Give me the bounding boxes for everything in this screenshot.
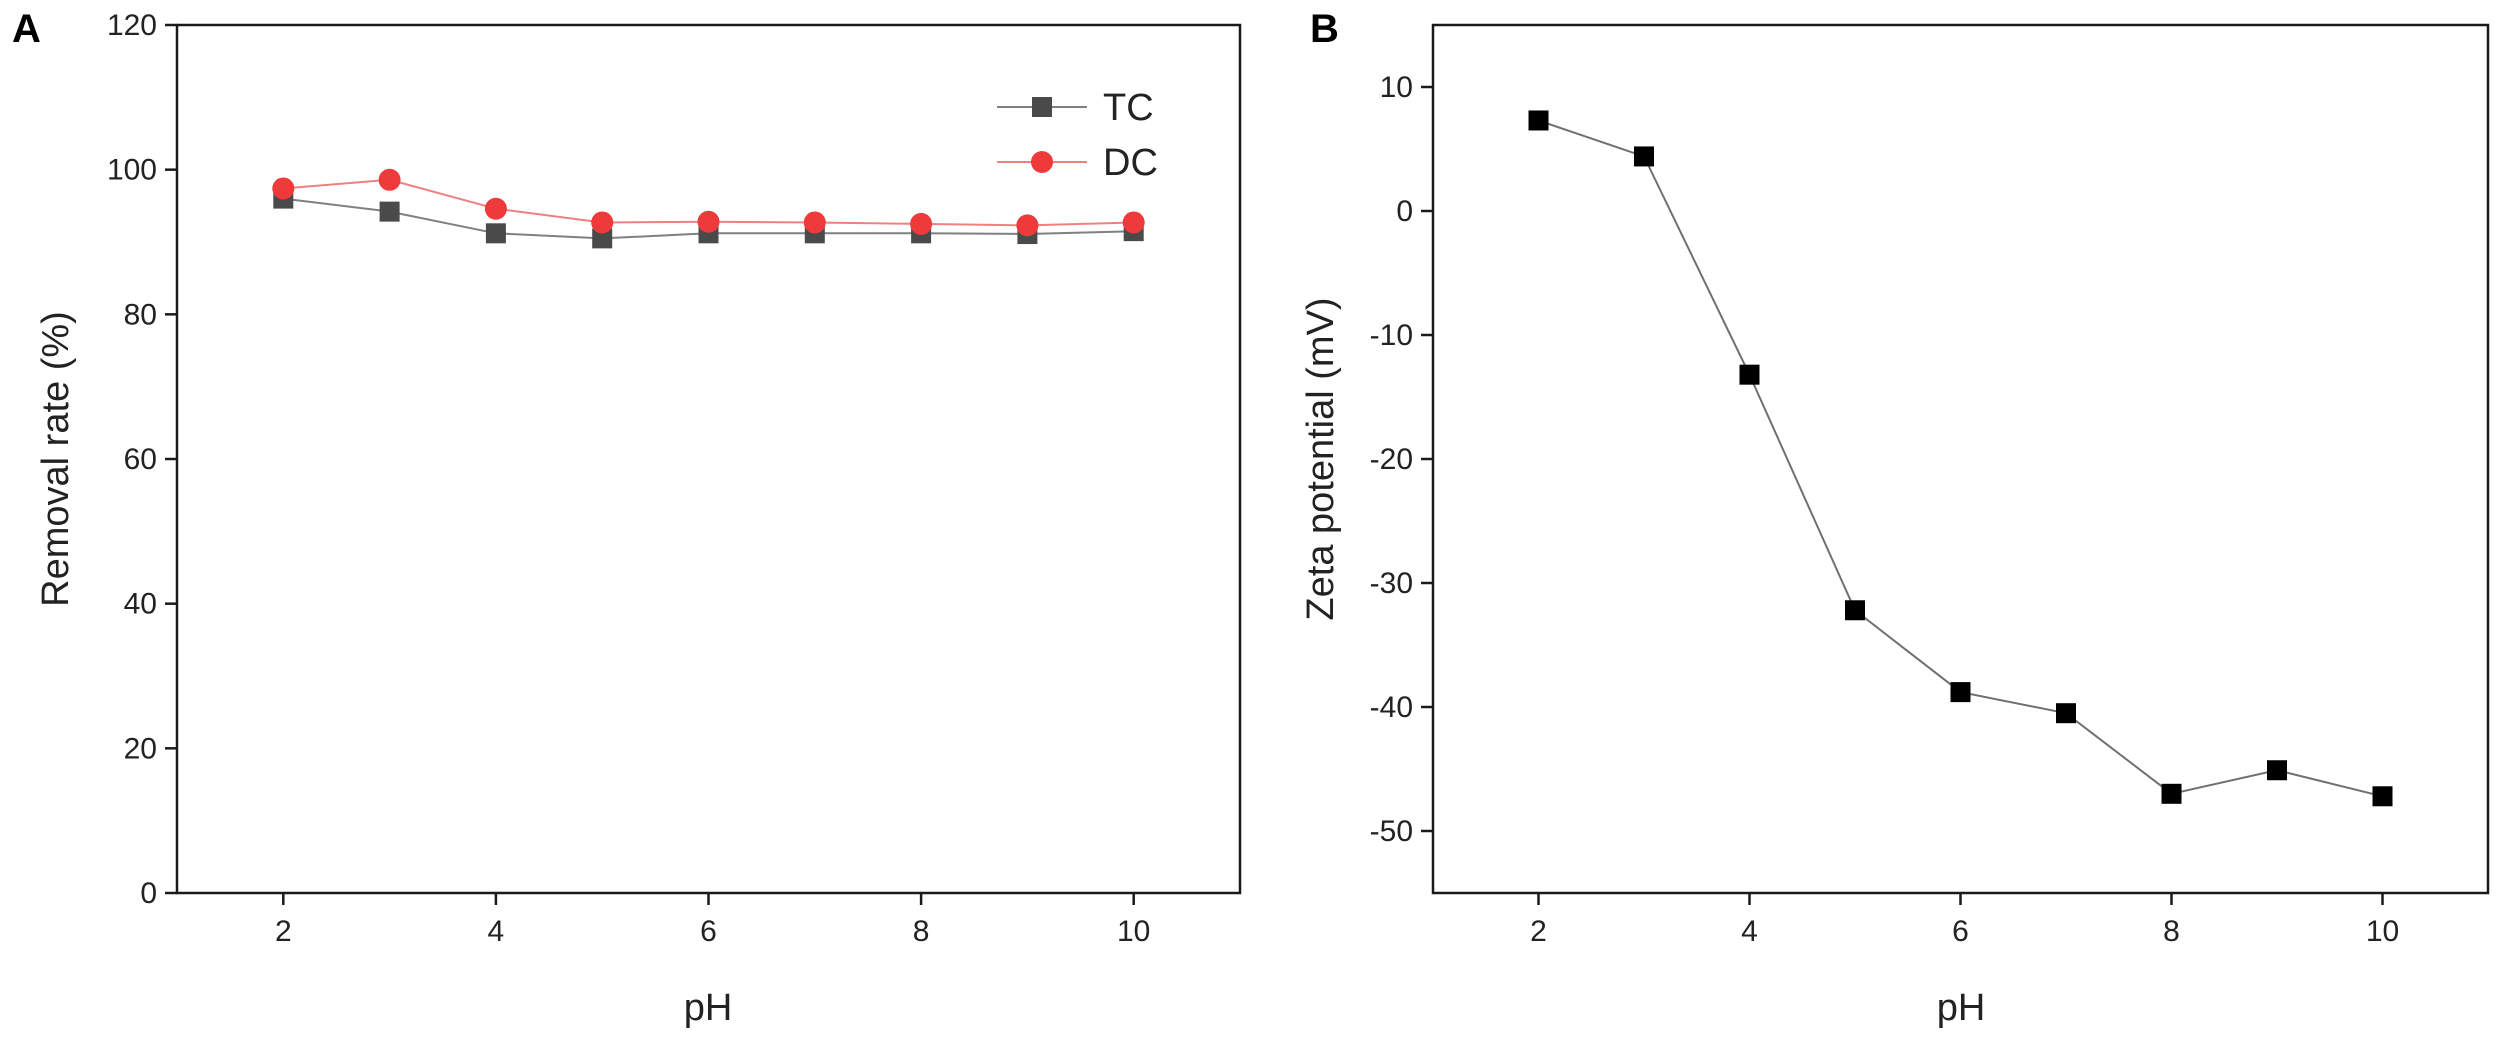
panel-b-x-tick-label: 10 <box>2366 915 2399 948</box>
panel-a-legend: TC DC <box>997 87 1158 184</box>
panel-b-x-tick-label: 2 <box>1530 915 1547 948</box>
panel-a-y-tick-label: 20 <box>124 732 157 765</box>
panel-a-x-tick-label: 2 <box>275 915 292 948</box>
panel-b-y-tick-label: -50 <box>1370 815 1413 848</box>
panel-a-x-axis: 2 4 6 8 10 <box>275 893 1150 948</box>
panel-a-tc-point <box>485 223 506 244</box>
panel-b-x-axis-title: pH <box>1937 987 1986 1029</box>
panel-a-y-tick-label: 80 <box>124 298 157 331</box>
panel-b-zeta-potential-point <box>1634 146 1654 167</box>
panel-b-zeta-potential-point <box>1528 110 1549 131</box>
panel-a-x-tick-label: 10 <box>1117 915 1150 948</box>
panel-a-y-axis-title: Removal rate (%) <box>35 311 77 607</box>
panel-a-series-markers <box>272 168 1145 249</box>
panel-b-zeta-potential-point <box>1950 682 1971 703</box>
panel-b-zeta-potential-point <box>1739 364 1760 385</box>
panel-a-x-tick-label: 4 <box>488 915 505 948</box>
panel-b-zeta-potential-point <box>2056 703 2076 724</box>
panel-b-y-axis-title: Zeta potential (mV) <box>1300 297 1342 620</box>
panel-b-y-tick-label: -40 <box>1370 691 1413 724</box>
legend-tc-marker <box>1032 97 1052 117</box>
legend-item-tc: TC <box>997 87 1154 129</box>
panel-a-dc-point <box>697 210 720 233</box>
panel-a-dc-point <box>484 197 507 220</box>
panel-a-y-tick-label: 120 <box>107 9 157 42</box>
panel-a-dc-point <box>803 211 826 234</box>
panel-b-y-axis: 10 0 -10 -20 -30 -40 -50 <box>1370 71 1433 848</box>
panel-b-y-tick-label: -30 <box>1370 567 1413 600</box>
panel-a-letter: A <box>12 7 41 51</box>
panel-b-plot-frame <box>1431 23 2490 895</box>
panel-a-tc-point <box>592 228 613 249</box>
panel-a-dc-point <box>1122 211 1145 234</box>
panel-b-y-tick-label: -10 <box>1370 319 1413 352</box>
legend-item-dc: DC <box>997 142 1158 184</box>
panel-a-dc-point <box>378 168 401 191</box>
panel-b-x-tick-label: 4 <box>1741 915 1758 948</box>
panel-b-zeta-potential-point <box>2161 783 2182 804</box>
legend-tc-label: TC <box>1103 87 1154 129</box>
legend-dc-marker <box>1031 151 1053 173</box>
panel-a-dc-point <box>591 211 614 234</box>
panel-a: A 0 20 40 60 80 100 120 2 4 6 8 10 pH Removal rate… <box>12 7 1242 1029</box>
panel-b-x-tick-label: 8 <box>2163 915 2180 948</box>
panel-b-y-tick-label: 0 <box>1396 195 1413 228</box>
panel-a-y-tick-label: 40 <box>124 588 157 621</box>
panel-b-zeta-potential-point <box>2372 786 2393 807</box>
panel-a-y-tick-label: 60 <box>124 443 157 476</box>
panel-b-y-tick-label: -20 <box>1370 443 1413 476</box>
panel-b: B 10 0 -10 -20 -30 -40 -50 2 4 6 8 10 pH Zeta pote… <box>1300 7 2490 1029</box>
panel-a-y-axis: 0 20 40 60 80 100 120 <box>107 9 177 910</box>
panel-a-x-tick-label: 6 <box>700 915 717 948</box>
panel-a-y-tick-label: 0 <box>140 877 157 910</box>
panel-b-x-tick-label: 6 <box>1952 915 1969 948</box>
panel-a-tc-point <box>379 201 400 222</box>
panel-b-x-axis: 2 4 6 8 10 <box>1530 893 2399 948</box>
panel-a-dc-point <box>910 212 933 235</box>
panel-b-zeta-potential-point <box>2267 760 2287 781</box>
legend-dc-label: DC <box>1103 142 1158 184</box>
panel-a-dc-point <box>1016 214 1039 237</box>
panel-b-zeta-potential-point <box>1845 600 1865 621</box>
panel-b-y-tick-label: 10 <box>1380 71 1413 104</box>
panel-b-letter: B <box>1310 7 1339 51</box>
panel-a-plot-frame <box>175 23 1242 895</box>
panel-a-y-tick-label: 100 <box>107 154 157 187</box>
panel-b-series-markers <box>1528 110 2393 807</box>
panel-a-x-axis-title: pH <box>684 987 733 1029</box>
panel-a-dc-point <box>272 177 295 200</box>
panel-a-x-tick-label: 8 <box>913 915 930 948</box>
